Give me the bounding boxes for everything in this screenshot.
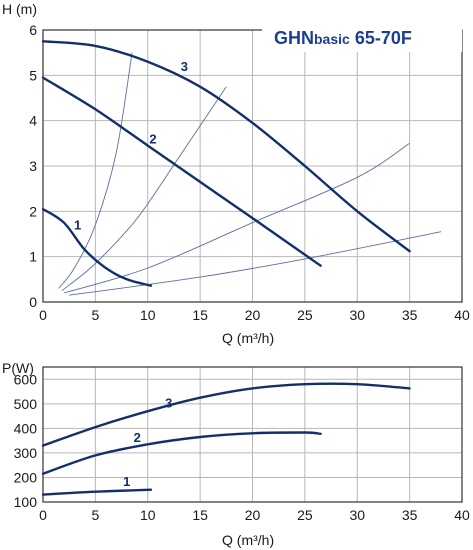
head-series-2-line <box>41 76 322 267</box>
power-tick-labels: 0 5 10 15 20 25 30 35 40 100 200 300 400 500 600 <box>14 371 470 523</box>
power-series-1-label: 1 <box>123 474 130 489</box>
power-chart: 1 2 3 0 5 10 15 20 25 30 35 40 100 200 300 400 500 600 P… <box>2 360 470 548</box>
power-x-tick-label: 35 <box>402 507 418 523</box>
head-series-1-line <box>41 207 153 287</box>
chart-title: GHNbasic 65-70F <box>274 28 412 48</box>
head-y-tick-label: 6 <box>29 22 37 38</box>
head-series-1-label: 1 <box>74 217 81 232</box>
system-curve <box>63 142 410 294</box>
title-tail: 65-70F <box>350 28 412 48</box>
head-y-tick-label: 2 <box>29 203 37 219</box>
power-series-1-line <box>41 488 153 496</box>
power-y-tick-label: 500 <box>14 396 38 412</box>
head-tick-labels: 0 5 10 15 20 25 30 35 40 0 1 2 3 4 5 6 <box>29 22 470 323</box>
head-series-3-label: 3 <box>181 59 188 74</box>
system-curve <box>61 86 227 292</box>
head-y-tick-label: 3 <box>29 158 37 174</box>
head-x-tick-label: 35 <box>402 307 418 323</box>
head-x-tick-label: 10 <box>140 307 156 323</box>
power-series-2-line <box>41 431 322 475</box>
head-y-tick-label: 4 <box>29 113 37 129</box>
head-y-axis-label: H (m) <box>2 1 37 17</box>
head-x-tick-label: 25 <box>297 307 313 323</box>
power-y-tick-label: 200 <box>14 469 38 485</box>
power-y-tick-label: 400 <box>14 420 38 436</box>
power-x-tick-label: 15 <box>192 507 208 523</box>
system-curve <box>69 231 442 296</box>
head-y-tick-label: 5 <box>29 67 37 83</box>
power-series-3-label: 3 <box>165 396 172 411</box>
head-x-tick-label: 20 <box>245 307 261 323</box>
head-x-tick-label: 15 <box>192 307 208 323</box>
title-main: GHN <box>274 28 314 48</box>
power-x-tick-label: 0 <box>39 507 47 523</box>
head-x-axis-label: Q (m³/h) <box>222 330 274 346</box>
head-x-tick-label: 0 <box>39 307 47 323</box>
power-x-tick-label: 20 <box>245 507 261 523</box>
head-system-curves <box>58 52 442 296</box>
power-plot-frame <box>42 366 463 503</box>
title-sub: basic <box>314 31 350 47</box>
head-series-2-label: 2 <box>149 131 156 146</box>
head-y-tick-label: 1 <box>29 249 37 265</box>
head-x-tick-label: 5 <box>91 307 99 323</box>
head-y-tick-label: 0 <box>29 294 37 310</box>
power-x-axis-label: Q (m³/h) <box>222 532 274 548</box>
power-series-2-label: 2 <box>134 430 141 445</box>
power-x-tick-label: 30 <box>349 507 365 523</box>
power-y-tick-label: 300 <box>14 445 38 461</box>
power-y-tick-label: 100 <box>14 494 38 510</box>
power-x-tick-label: 10 <box>140 507 156 523</box>
system-curve <box>58 52 133 289</box>
power-series: 1 2 3 <box>41 382 411 496</box>
power-x-tick-label: 40 <box>454 507 470 523</box>
head-plot-frame <box>42 29 463 303</box>
power-x-tick-label: 5 <box>91 507 99 523</box>
head-x-tick-label: 30 <box>349 307 365 323</box>
head-series: 1 2 3 <box>41 40 411 287</box>
power-y-tick-label: 600 <box>14 371 38 387</box>
head-series-3-line <box>41 40 411 253</box>
head-x-tick-label: 40 <box>454 307 470 323</box>
watermark: catalog.onliner.by <box>338 519 431 533</box>
title-box <box>262 20 462 52</box>
power-x-tick-label: 25 <box>297 507 313 523</box>
power-y-axis-label: P(W) <box>2 360 34 376</box>
head-grid <box>42 29 463 303</box>
power-series-3-line <box>41 382 411 447</box>
head-chart: 1 2 3 0 5 10 15 20 25 30 35 40 0 1 2 3 4 5 6 H (m) Q (m³/… <box>2 1 470 346</box>
